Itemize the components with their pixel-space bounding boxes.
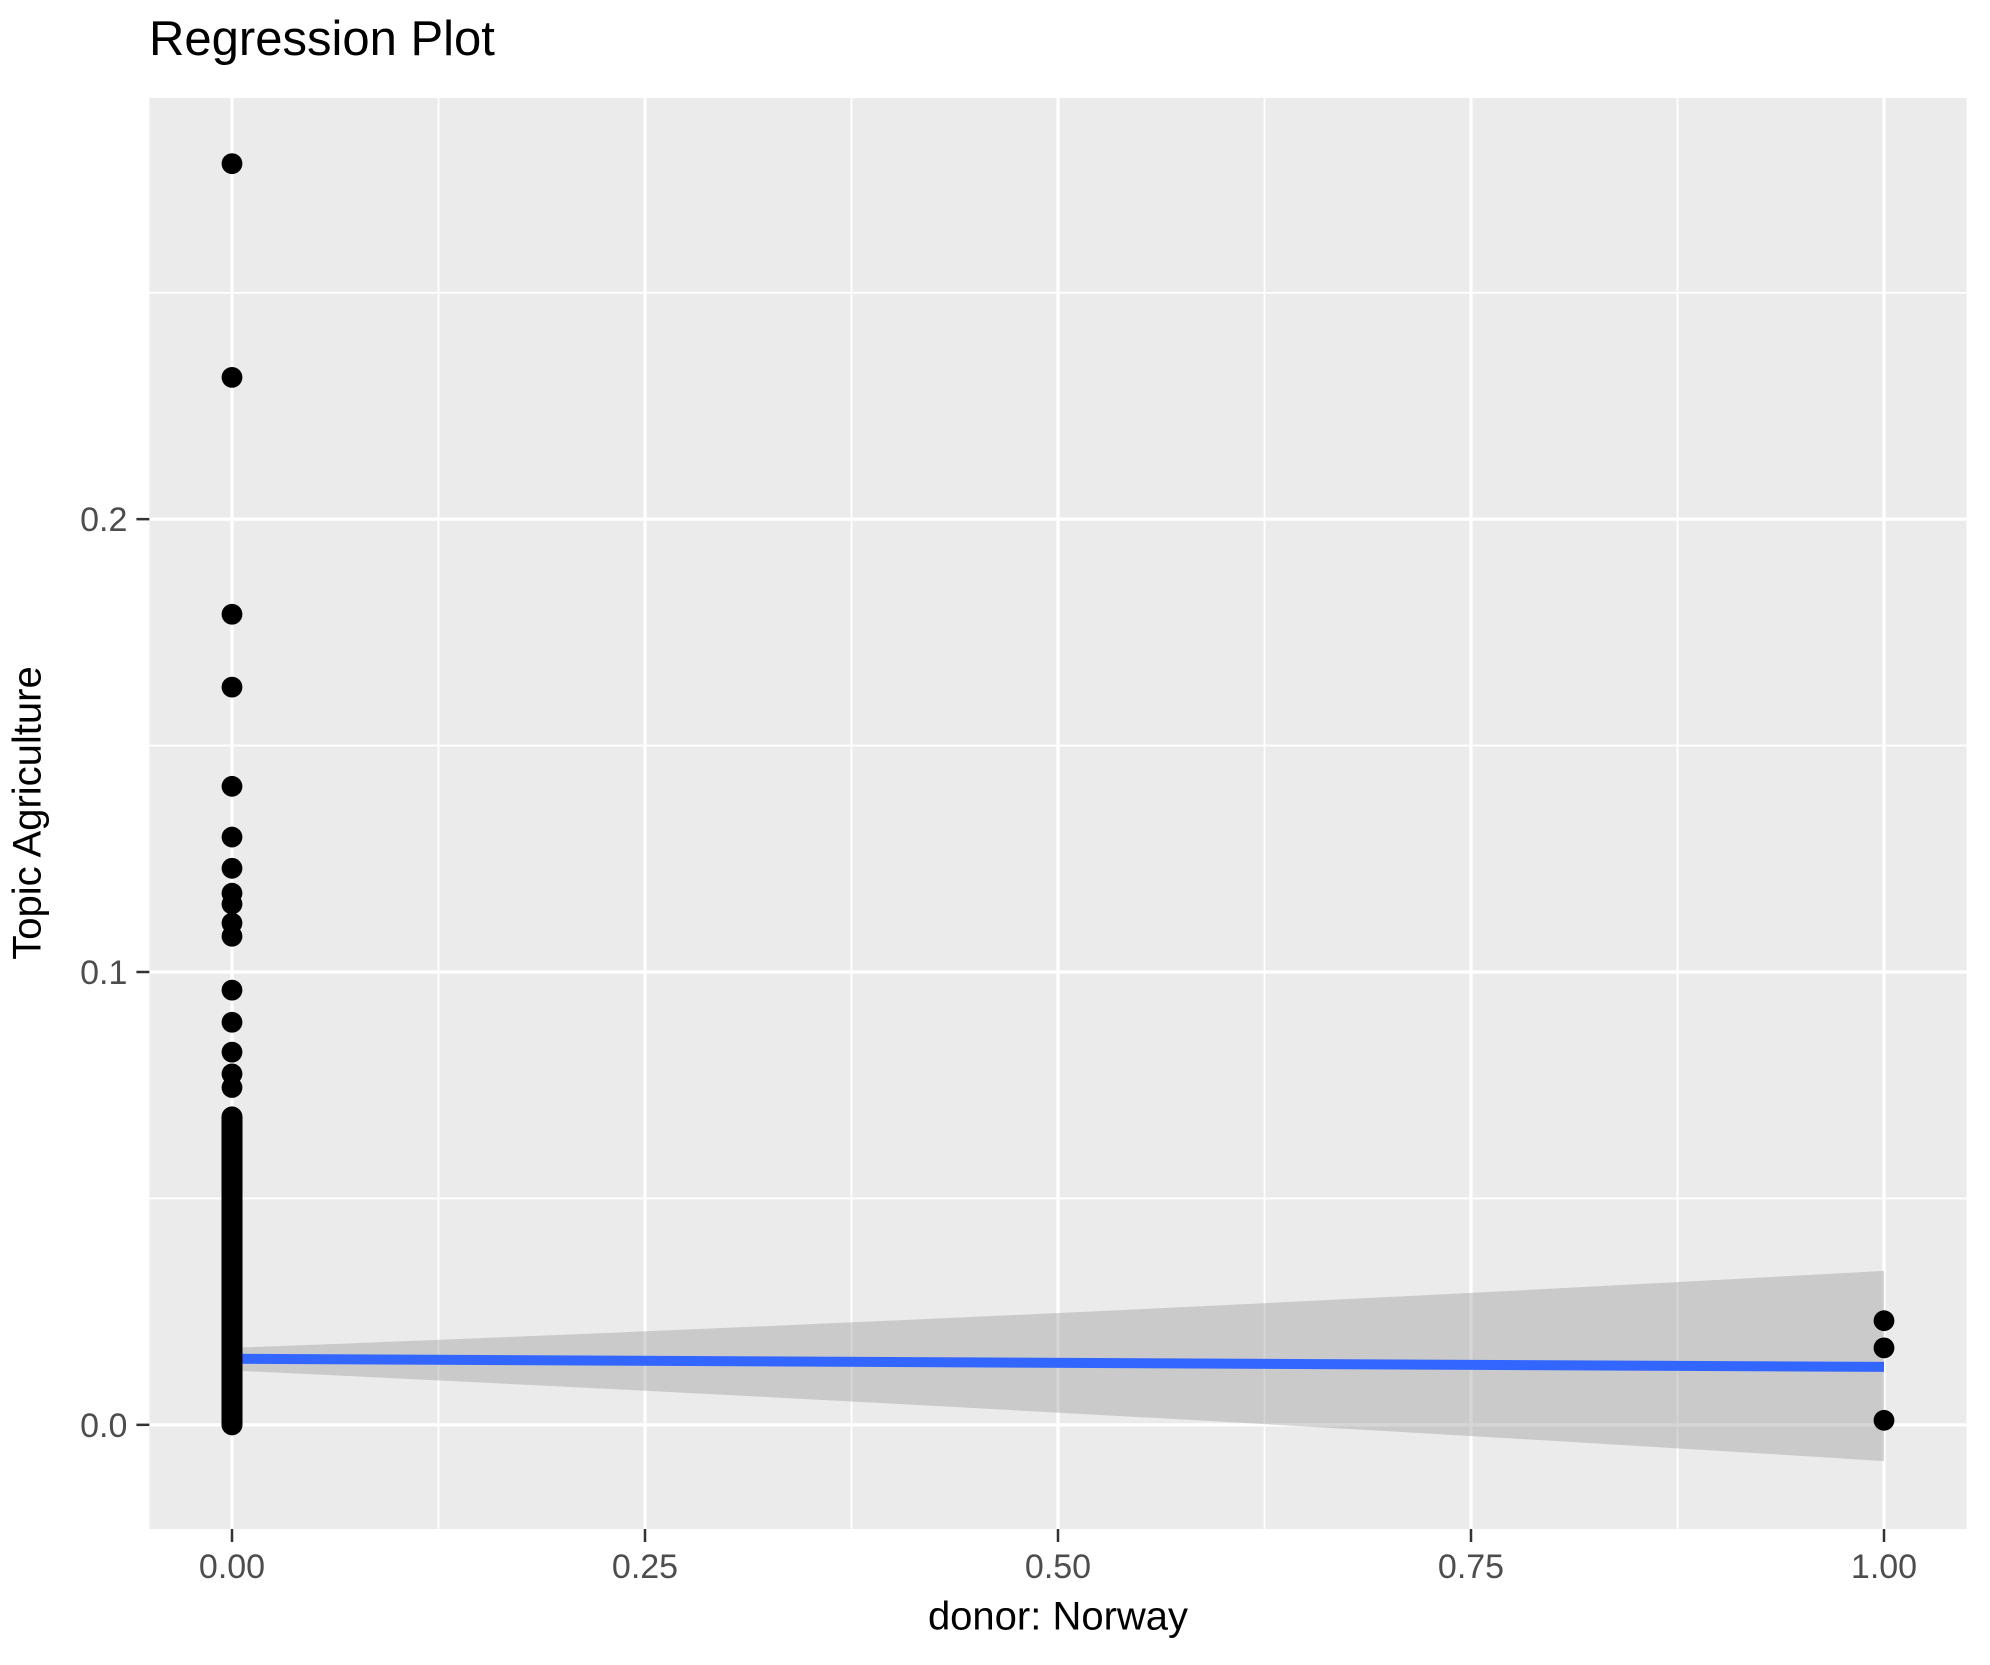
x-tick-label: 0.25 xyxy=(612,1548,678,1586)
data-point xyxy=(221,676,243,698)
x-tick-label: 1.00 xyxy=(1851,1548,1917,1586)
data-point xyxy=(221,925,243,947)
data-point xyxy=(1873,1337,1895,1359)
y-tick-label: 0.2 xyxy=(80,501,127,539)
data-point xyxy=(221,1041,243,1063)
data-point xyxy=(1873,1310,1895,1332)
data-point xyxy=(221,893,243,915)
x-tick-label: 0.00 xyxy=(199,1548,265,1586)
y-tick-label: 0.1 xyxy=(80,954,127,992)
data-point xyxy=(221,979,243,1001)
data-point xyxy=(221,603,243,625)
data-point xyxy=(221,367,243,388)
y-axis-title: Topic Agriculture xyxy=(5,666,50,960)
x-tick-label: 0.50 xyxy=(1025,1548,1091,1586)
data-point xyxy=(221,153,243,175)
data-point xyxy=(221,1077,243,1098)
data-point xyxy=(221,826,243,848)
data-point xyxy=(221,1011,243,1033)
x-tick-label: 0.75 xyxy=(1438,1548,1504,1586)
data-point xyxy=(221,775,243,797)
data-point xyxy=(221,857,243,879)
regression-line xyxy=(231,1353,1885,1372)
plot-title: Regression Plot xyxy=(149,12,495,66)
y-tick-label: 0.0 xyxy=(80,1407,127,1445)
x-axis-title: donor: Norway xyxy=(927,1594,1189,1639)
data-point xyxy=(1873,1409,1895,1431)
